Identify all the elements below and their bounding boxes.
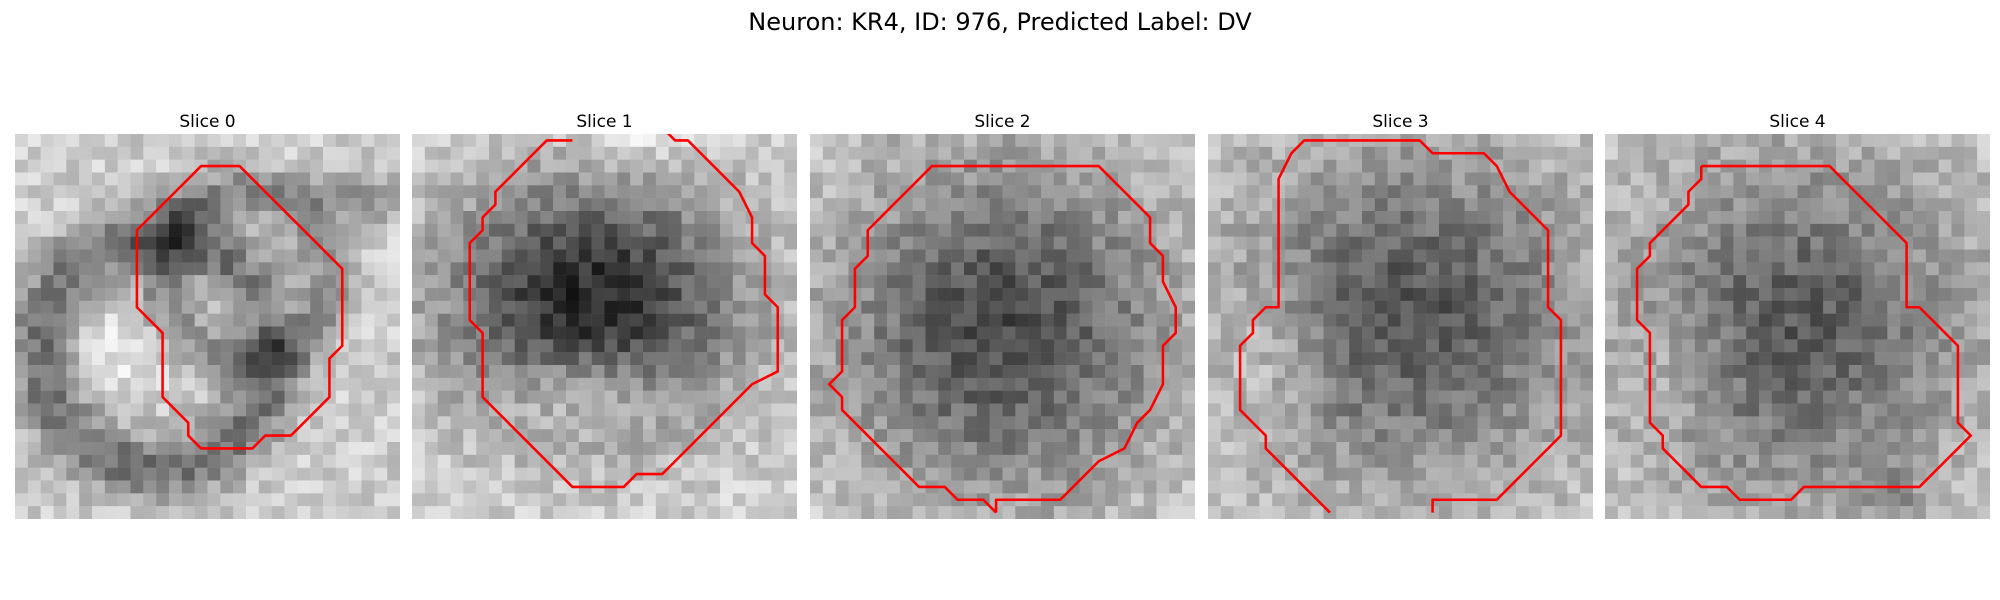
slice-image-1 <box>412 134 797 519</box>
slice-title-0: Slice 0 <box>179 112 236 132</box>
cell-contour-3 <box>1238 139 1563 514</box>
pixel-grid-2 <box>810 134 1195 519</box>
slice-image-2 <box>810 134 1195 519</box>
slice-title-4: Slice 4 <box>1769 112 1826 132</box>
figure-title: Neuron: KR4, ID: 976, Predicted Label: D… <box>748 8 1252 36</box>
slice-image-4 <box>1605 134 1990 519</box>
slice-title-2: Slice 2 <box>974 112 1031 132</box>
pixel-grid-0 <box>15 134 400 519</box>
pixel-grid-3 <box>1208 134 1593 519</box>
cell-contour-4 <box>1635 164 1973 502</box>
cell-contour-0 <box>135 164 344 450</box>
slice-image-0 <box>15 134 400 519</box>
cell-contour-1 <box>468 134 780 489</box>
slice-image-3 <box>1208 134 1593 519</box>
cell-contour-2 <box>827 164 1178 514</box>
slice-title-3: Slice 3 <box>1372 112 1429 132</box>
pixel-grid-4 <box>1605 134 1990 519</box>
pixel-grid-1 <box>412 134 797 519</box>
slice-title-1: Slice 1 <box>576 112 633 132</box>
